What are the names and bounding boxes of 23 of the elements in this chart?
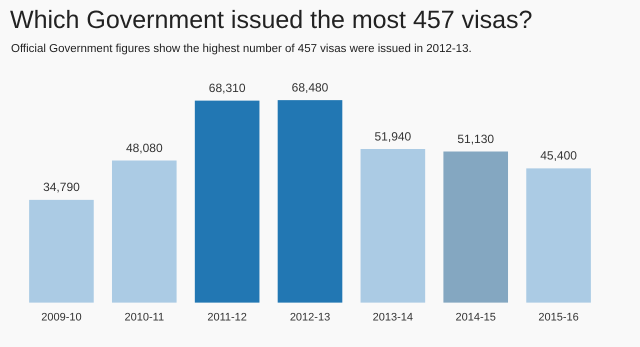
x-tick-label: 2014-15 — [456, 311, 496, 324]
bar — [443, 151, 508, 303]
data-label: 68,310 — [208, 80, 246, 95]
bar — [360, 149, 426, 303]
data-label: 34,790 — [43, 180, 80, 194]
bar — [194, 100, 260, 303]
bar — [526, 168, 591, 303]
bar — [112, 160, 177, 303]
x-tick-label: 2013-14 — [372, 311, 414, 324]
bar — [29, 200, 94, 303]
x-tick-label: 2015-16 — [538, 311, 579, 324]
x-tick-label: 2012-13 — [290, 311, 330, 324]
x-tick-label: 2011-12 — [207, 311, 247, 324]
x-tick-label: 2009-10 — [41, 311, 82, 324]
data-label: 48,080 — [126, 140, 163, 155]
data-label: 51,130 — [457, 132, 494, 146]
data-label: 45,400 — [540, 148, 578, 163]
chart-title: Which Government issued the most 457 visas? — [10, 6, 532, 35]
data-label: 68,480 — [292, 80, 329, 94]
bar — [278, 100, 342, 303]
x-tick-label: 2010-11 — [124, 311, 164, 324]
chart-subtitle: Official Government figures show the highest number of 457 visas were issued in 2012-13. — [11, 43, 472, 55]
data-label: 51,940 — [374, 129, 412, 144]
